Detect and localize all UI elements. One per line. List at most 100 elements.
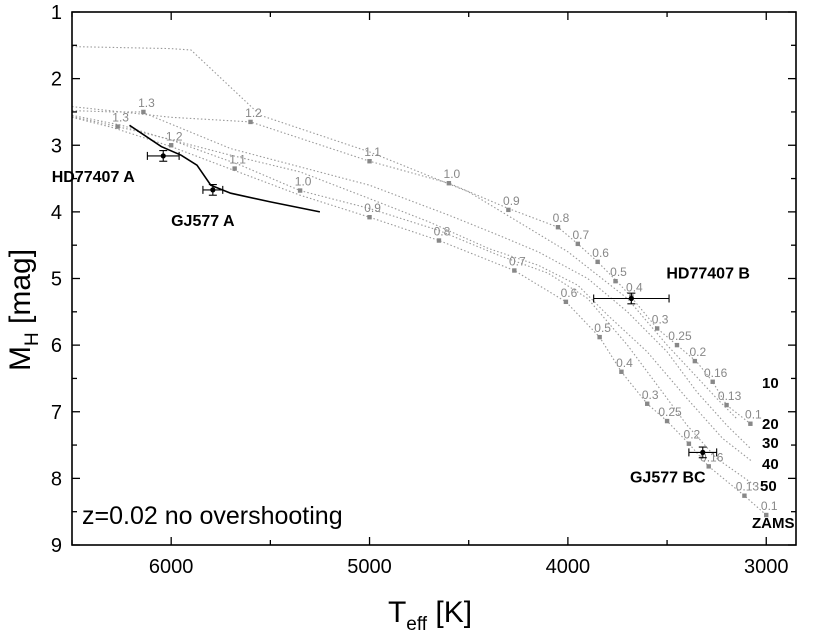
mass-label: 0.4 — [626, 280, 643, 294]
mass-marker — [706, 464, 711, 469]
age-label: 40 — [762, 456, 779, 473]
mass-label: 0.16 — [700, 450, 724, 464]
mass-label: 0.4 — [616, 356, 633, 370]
evolutionary-track — [129, 124, 321, 213]
mass-marker — [506, 207, 511, 213]
star-marker — [160, 153, 166, 159]
mass-label: 0.9 — [503, 194, 520, 208]
mass-label: 0.13 — [718, 389, 742, 403]
mass-label: 0.25 — [668, 329, 692, 343]
isochrone-50 — [72, 116, 755, 486]
star-label: GJ577 BC — [630, 469, 706, 486]
mass-marker — [575, 241, 581, 247]
mass-label: 0.3 — [642, 388, 659, 402]
mass-marker — [512, 268, 517, 273]
model-annotation: z=0.02 no overshooting — [82, 502, 343, 530]
isochrone-10 — [72, 46, 737, 419]
mass-marker — [248, 119, 253, 125]
age-label: 20 — [762, 416, 779, 433]
age-label: ZAMS — [752, 515, 795, 532]
mass-marker — [595, 259, 600, 265]
mass-label: 0.1 — [745, 408, 762, 422]
x-axis-label-sub: eff — [406, 614, 428, 632]
star-point: GJ577 BC — [630, 446, 718, 486]
mass-label: 0.5 — [594, 321, 611, 335]
x-axis-label-main: T — [388, 596, 406, 629]
mass-marker — [597, 334, 602, 340]
mass-label: 0.25 — [658, 405, 682, 419]
mass-label: 0.3 — [652, 312, 669, 326]
mass-label: 0.5 — [610, 265, 627, 279]
mass-label: 0.8 — [434, 225, 451, 239]
star-label: HD77407 A — [52, 169, 135, 186]
mass-label: 0.1 — [761, 499, 778, 513]
mass-label: 1.2 — [245, 106, 262, 120]
mass-marker — [563, 299, 569, 305]
mass-marker — [742, 493, 747, 498]
x-tick-label: 6000 — [149, 556, 194, 578]
star-point: HD77407 B — [593, 265, 750, 305]
mass-marker — [232, 166, 237, 171]
isochrone-layer — [72, 46, 767, 516]
mass-marker — [436, 238, 442, 243]
y-tick-label: 6 — [51, 335, 62, 357]
y-tick-label: 2 — [51, 69, 62, 91]
isochrone-30 — [72, 110, 751, 449]
star-point: GJ577 A — [171, 184, 235, 230]
x-tick-label: 4000 — [546, 556, 591, 578]
mass-marker — [645, 401, 650, 406]
star-marker — [210, 187, 216, 193]
isochrone-40 — [72, 114, 753, 463]
mass-marker — [686, 441, 692, 446]
mass-marker — [555, 224, 561, 230]
mass-marker — [748, 421, 753, 426]
mass-label: 0.2 — [689, 345, 706, 359]
y-tick-label: 3 — [51, 135, 62, 157]
x-tick-label: 5000 — [347, 556, 392, 578]
mass-marker — [115, 124, 120, 129]
mass-marker — [654, 326, 660, 331]
star-label: HD77407 B — [666, 265, 750, 282]
mass-marker — [710, 379, 715, 384]
age-label: 50 — [760, 478, 777, 495]
mass-label: 0.7 — [509, 255, 526, 269]
mass-marker-layer: 1.31.3 1.21.21.11.11.01.00.90.90.80.8 0.70… — [112, 96, 778, 518]
isochrone-ZAMS — [72, 116, 767, 516]
mass-label: 1.3 — [138, 96, 155, 110]
mass-marker — [664, 418, 670, 424]
star-layer: HD77407 A GJ577 A HD77407 B GJ577 BC — [52, 150, 750, 486]
y-axis-label-sub: H — [22, 332, 43, 346]
y-axis-label-unit: [mag] — [4, 249, 37, 332]
mass-label: 1.1 — [364, 145, 381, 159]
mass-marker — [367, 159, 372, 164]
mass-marker — [674, 342, 680, 348]
y-tick-label: 4 — [51, 202, 62, 224]
mass-marker — [613, 278, 618, 284]
mass-label: 1.1 — [229, 153, 246, 167]
mass-label: 1.2 — [166, 129, 183, 143]
mass-label: 0.8 — [553, 211, 570, 225]
age-label: 30 — [762, 435, 779, 452]
age-label: 10 — [762, 375, 779, 392]
y-tick-label: 7 — [51, 402, 62, 424]
star-marker — [700, 449, 706, 455]
mass-label: 0.6 — [592, 246, 609, 260]
mass-marker — [168, 143, 174, 148]
mass-label: 0.9 — [364, 201, 381, 215]
mass-marker — [619, 369, 624, 374]
x-axis-label-unit: [K] — [427, 596, 472, 629]
axes-layer: 10 20 30 40 50 ZAMS 6000 5000 4000 3000 1 2 3 4 5 6 7 8 9 — [51, 2, 797, 578]
mass-label: 0.16 — [704, 366, 728, 380]
mass-marker — [446, 181, 452, 186]
star-marker — [628, 295, 634, 302]
y-axis-label-main: M — [4, 346, 37, 371]
y-tick-label: 9 — [51, 535, 62, 557]
mass-marker — [764, 512, 769, 518]
mass-label: 1.0 — [295, 175, 312, 189]
star-label: GJ577 A — [171, 213, 235, 230]
mass-marker — [724, 402, 729, 408]
mass-marker — [692, 358, 698, 364]
mass-label: 0.13 — [736, 480, 760, 494]
track-layer — [129, 124, 321, 213]
